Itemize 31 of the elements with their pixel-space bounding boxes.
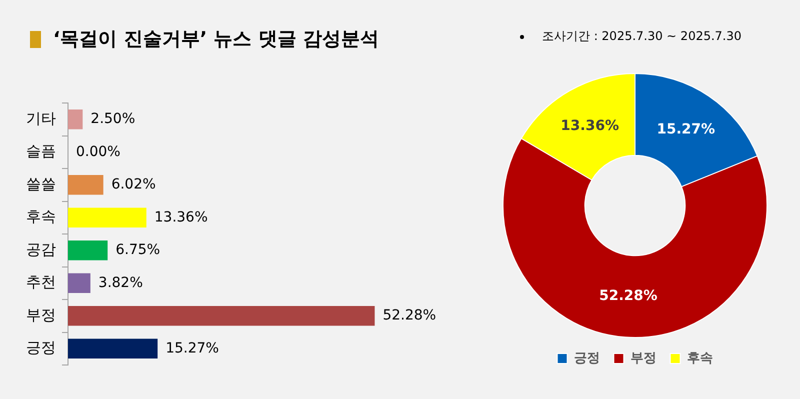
data-label: 13.36% [154, 209, 208, 226]
y-tick-label: 기타 [26, 109, 56, 128]
y-tick-label: 쓸쓸 [26, 174, 56, 193]
bar [68, 110, 83, 130]
y-tick-label: 후속 [26, 208, 56, 226]
data-label: 15.27% [656, 122, 716, 138]
y-tick-label: 슬픔 [26, 142, 56, 160]
data-label: 15.27% [166, 340, 219, 356]
data-label: 52.28% [382, 308, 436, 324]
y-tick-label: 긍정 [26, 338, 56, 357]
bar [68, 306, 375, 326]
chart-title: ‘목걸이 진술거부’ 뉴스 댓글 감성분석 [53, 27, 379, 52]
bar [68, 273, 90, 293]
legend-label: 긍정 [574, 350, 600, 366]
data-label: 2.50% [90, 111, 136, 128]
legend-label: 후속 [686, 350, 713, 366]
data-label: 52.28% [599, 288, 658, 304]
data-label: 0.00% [76, 144, 120, 160]
y-tick-label: 부정 [26, 306, 56, 324]
data-label: 13.36% [560, 118, 619, 134]
bar [68, 208, 146, 228]
data-label: 6.75% [116, 242, 160, 258]
bar [68, 338, 158, 358]
y-tick-label: 공감 [26, 240, 56, 258]
bar [68, 240, 108, 260]
data-label: 3.82% [98, 274, 143, 291]
text: 조사기간 : 2025.7.30 ~ 2025.7.30 [542, 28, 742, 45]
legend-label: 부정 [630, 350, 656, 366]
data-label: 6.02% [111, 176, 156, 193]
bar [68, 175, 104, 195]
y-tick-label: 추천 [26, 273, 56, 292]
